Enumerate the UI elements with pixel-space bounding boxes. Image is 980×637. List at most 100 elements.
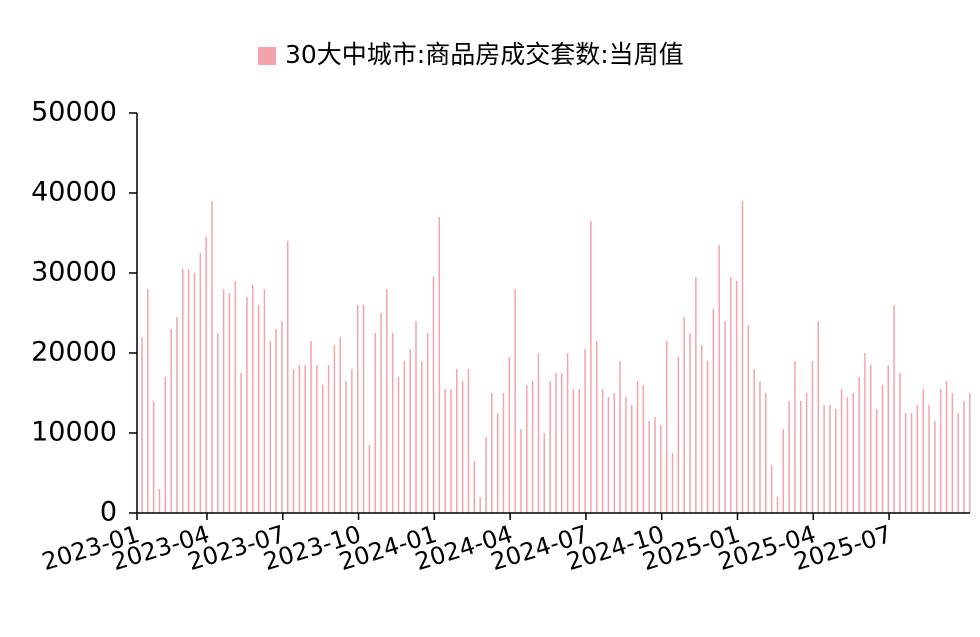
bar [467,369,470,513]
bar [747,325,750,513]
bar [217,333,219,513]
bar [601,389,604,513]
bar [176,317,178,513]
bar [572,389,575,513]
bar [735,281,738,513]
bar [374,333,376,513]
bar [409,349,411,513]
bar [292,369,295,513]
bar [158,489,161,513]
bar [829,405,831,513]
bar [741,201,744,513]
bar [613,393,615,513]
bar [339,337,341,513]
bar [450,389,452,513]
bar [939,389,942,513]
bar [485,437,487,513]
bar [397,377,400,513]
bar [963,401,965,513]
bar [835,409,837,513]
bar [345,381,347,513]
bar [333,345,336,513]
bar [864,353,866,513]
bar [549,381,551,513]
bar [677,357,680,513]
bar [211,201,213,513]
bar [595,341,598,513]
bar [461,381,464,513]
bar [870,365,872,513]
bar [537,353,540,513]
bar [526,385,528,513]
bar [619,361,621,513]
bar [700,345,703,513]
bar [508,357,511,513]
bar [147,289,149,513]
bar [782,429,785,513]
bar [718,245,720,513]
bar [683,317,685,513]
bar [479,497,481,513]
bar [304,365,306,513]
bar [496,413,499,513]
bar [205,237,207,513]
bar [852,393,855,513]
bar [706,361,709,513]
bar [805,393,808,513]
bar [351,369,353,513]
bar [362,305,365,513]
bar [152,401,155,513]
bar [403,361,406,513]
bar [648,421,650,513]
bar [164,377,167,513]
y-tick-label: 20000 [31,337,117,368]
bar [502,393,505,513]
bar [630,405,633,513]
bar [916,405,919,513]
bar [432,277,435,513]
bar [695,277,697,513]
bar [969,393,971,513]
bar [141,337,143,513]
bar [240,373,242,513]
bar [823,405,825,513]
bar [228,293,231,513]
bar [671,453,674,513]
bar [182,269,184,513]
bar [321,385,324,513]
bar [759,381,761,513]
bar [298,365,301,513]
bar [625,397,627,513]
bar [724,321,726,513]
bar [957,413,959,513]
bar [753,369,755,513]
bar [386,289,388,513]
bar [893,305,895,513]
bar [922,389,924,513]
bar [275,329,277,513]
bar [566,353,569,513]
bar [199,253,202,513]
bar [607,397,610,513]
y-tick-label: 10000 [31,417,117,448]
bar [310,341,312,513]
bar [788,401,790,513]
bar [281,321,283,513]
bar [356,305,359,513]
bar [257,305,260,513]
bar [193,273,196,513]
bar [269,341,272,513]
bar [858,377,860,513]
bar [689,333,691,513]
bar [846,397,849,513]
bar [234,281,237,513]
bar [590,221,592,513]
bar [252,285,254,513]
bar [368,445,371,513]
bar [881,385,884,513]
bar [730,277,732,513]
bar [654,417,656,513]
bar [817,321,820,513]
bar [899,373,901,513]
